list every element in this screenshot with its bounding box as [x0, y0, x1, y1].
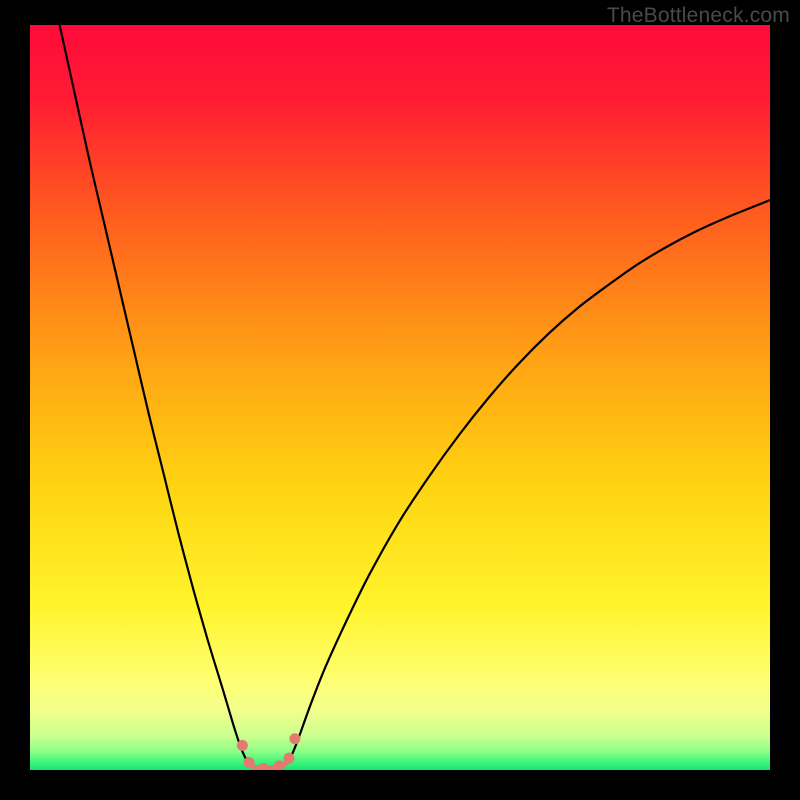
- watermark-text: TheBottleneck.com: [607, 4, 790, 28]
- valley-dot: [237, 740, 248, 751]
- valley-dot: [244, 757, 255, 768]
- chart-svg: [30, 25, 770, 770]
- chart-frame: TheBottleneck.com: [0, 0, 800, 800]
- valley-dot: [284, 753, 295, 764]
- plot-area: [30, 25, 770, 770]
- gradient-bg: [30, 25, 770, 770]
- valley-dot: [289, 733, 300, 744]
